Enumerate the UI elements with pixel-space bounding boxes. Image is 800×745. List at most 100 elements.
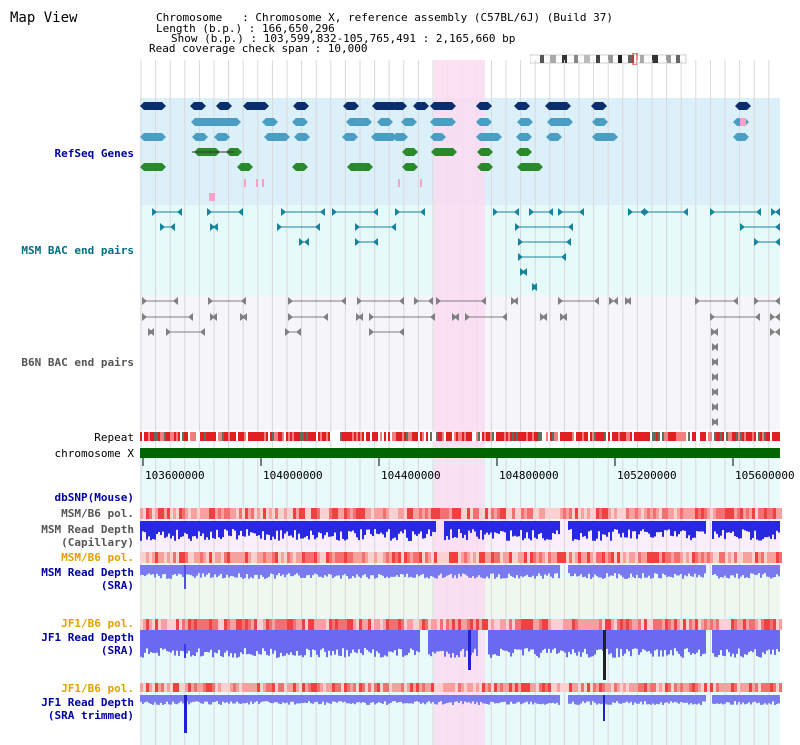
repeat-segment bbox=[366, 432, 368, 441]
track-label-refseq[interactable]: RefSeq Genes bbox=[54, 147, 134, 160]
read-depth-bar bbox=[312, 521, 314, 535]
repeat-segment bbox=[218, 432, 220, 441]
polymorphism-cell bbox=[377, 508, 380, 519]
polymorphism-cell bbox=[296, 619, 299, 630]
polymorphism-cell bbox=[731, 552, 734, 563]
polymorphism-cell bbox=[707, 683, 710, 692]
polymorphism-cell bbox=[713, 683, 716, 692]
track-label-msm-depth-sra[interactable]: MSM Read Depth bbox=[41, 566, 134, 579]
read-depth-bar bbox=[532, 521, 534, 531]
polymorphism-cell bbox=[500, 619, 503, 630]
polymorphism-cell bbox=[299, 683, 302, 692]
bac-end-marker bbox=[713, 388, 718, 396]
read-depth-bar bbox=[234, 565, 236, 578]
track-label-msm-pol-2[interactable]: MSM/B6 pol. bbox=[61, 551, 134, 564]
read-depth-bar bbox=[608, 630, 610, 655]
read-depth-bar bbox=[236, 565, 238, 578]
polymorphism-cell bbox=[728, 683, 731, 692]
read-depth-bar bbox=[182, 521, 184, 537]
read-depth-bar bbox=[210, 630, 212, 650]
repeat-segment bbox=[740, 432, 742, 441]
read-depth-bar bbox=[224, 630, 226, 653]
polymorphism-cell bbox=[428, 508, 431, 519]
polymorphism-cell bbox=[551, 683, 554, 692]
repeat-segment bbox=[350, 432, 352, 441]
polymorphism-cell bbox=[497, 683, 500, 692]
refseq-gene-feature bbox=[476, 118, 492, 126]
read-depth-bar bbox=[334, 521, 336, 533]
polymorphism-cell bbox=[434, 619, 437, 630]
track-label-msm-bac[interactable]: MSM BAC end pairs bbox=[21, 244, 134, 257]
track-label-jf1-depth-trimmed[interactable]: JF1 Read Depth bbox=[41, 696, 134, 709]
bac-end-marker bbox=[613, 297, 618, 305]
chromosome-ideogram[interactable] bbox=[530, 53, 690, 65]
polymorphism-cell bbox=[656, 508, 659, 519]
read-depth-bar bbox=[438, 565, 440, 576]
read-depth-bar bbox=[446, 630, 448, 652]
read-depth-bar bbox=[224, 521, 226, 530]
read-depth-bar bbox=[518, 695, 520, 702]
read-depth-bar bbox=[570, 630, 572, 655]
track-label-jf1-pol-1[interactable]: JF1/B6 pol. bbox=[61, 617, 134, 630]
repeat-segment bbox=[486, 432, 488, 441]
polymorphism-cell bbox=[272, 683, 275, 692]
polymorphism-cell bbox=[641, 508, 644, 519]
read-depth-bar bbox=[530, 695, 532, 702]
track-label-dbsnp[interactable]: dbSNP(Mouse) bbox=[54, 491, 134, 504]
polymorphism-cell bbox=[443, 683, 446, 692]
repeat-segment bbox=[680, 432, 682, 441]
track-label-jf1-depth[interactable]: JF1 Read Depth bbox=[41, 631, 134, 644]
read-depth-bar bbox=[212, 695, 214, 703]
polymorphism-cell bbox=[488, 683, 491, 692]
polymorphism-cell bbox=[647, 552, 650, 563]
read-depth-bar bbox=[724, 521, 726, 540]
track-label-b6n-bac[interactable]: B6N BAC end pairs bbox=[21, 356, 134, 369]
polymorphism-cell bbox=[620, 683, 623, 692]
polymorphism-cell bbox=[149, 508, 152, 519]
polymorphism-cell bbox=[620, 619, 623, 630]
read-depth-bar bbox=[274, 521, 276, 540]
polymorphism-cell bbox=[149, 552, 152, 563]
repeat-segment bbox=[630, 432, 632, 441]
repeat-segment bbox=[494, 432, 496, 441]
read-depth-bar bbox=[582, 695, 584, 702]
refseq-gene-feature bbox=[413, 102, 429, 110]
read-depth-bar bbox=[332, 565, 334, 579]
read-depth-bar bbox=[258, 695, 260, 705]
repeat-segment bbox=[594, 432, 596, 441]
read-depth-bar bbox=[748, 695, 750, 703]
read-depth-bar bbox=[202, 630, 204, 656]
repeat-segment bbox=[536, 432, 538, 441]
polymorphism-cell bbox=[314, 552, 317, 563]
polymorphism-cell bbox=[422, 683, 425, 692]
repeat-segment bbox=[470, 432, 472, 441]
track-label-msm-depth-capillary[interactable]: MSM Read Depth bbox=[41, 523, 134, 536]
read-depth-spike bbox=[184, 695, 187, 733]
polymorphism-cell bbox=[722, 683, 725, 692]
bac-end-marker bbox=[428, 297, 433, 305]
read-depth-bar bbox=[526, 630, 528, 649]
read-depth-bar bbox=[696, 630, 698, 653]
ideogram-band bbox=[640, 55, 644, 63]
repeat-segment bbox=[772, 432, 774, 441]
polymorphism-cell bbox=[698, 552, 701, 563]
polymorphism-cell bbox=[683, 552, 686, 563]
repeat-segment bbox=[618, 432, 620, 441]
repeat-segment bbox=[278, 432, 280, 441]
repeat-segment bbox=[236, 432, 238, 441]
read-depth-bar bbox=[420, 521, 422, 532]
read-depth-bar bbox=[650, 565, 652, 579]
track-label-msm-pol-1[interactable]: MSM/B6 pol. bbox=[61, 507, 134, 520]
repeat-segment bbox=[738, 432, 740, 441]
repeat-segment bbox=[430, 432, 432, 441]
repeat-segment bbox=[150, 432, 152, 441]
read-depth-bar bbox=[196, 565, 198, 576]
read-depth-bar bbox=[162, 521, 164, 532]
polymorphism-cell bbox=[182, 508, 185, 519]
refseq-gene-feature bbox=[243, 102, 269, 110]
read-depth-bar bbox=[508, 695, 510, 705]
polymorphism-cell bbox=[632, 619, 635, 630]
track-label-jf1-pol-2[interactable]: JF1/B6 pol. bbox=[61, 682, 134, 695]
read-depth-bar bbox=[224, 565, 226, 578]
